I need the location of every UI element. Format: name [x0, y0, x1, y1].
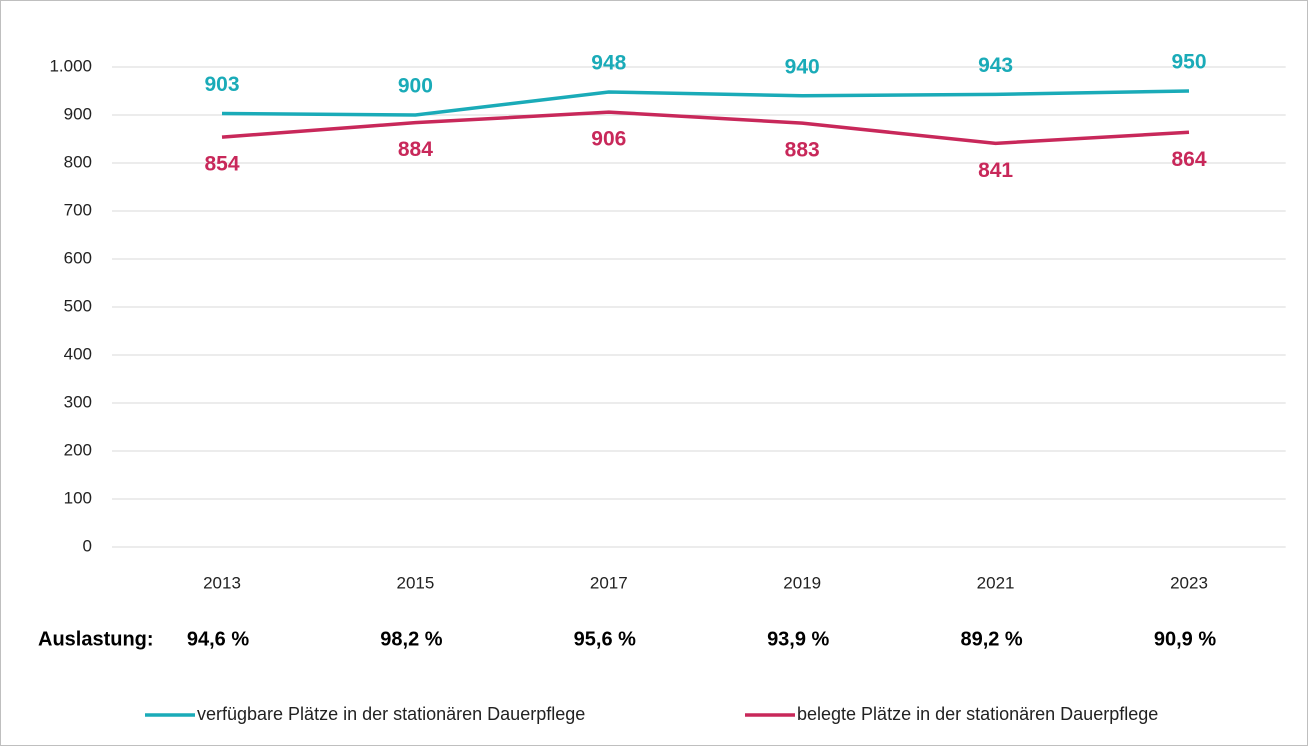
x-tick-label: 2019: [783, 573, 821, 592]
data-label: 940: [785, 55, 820, 78]
data-label: 903: [204, 73, 239, 96]
x-tick-label: 2013: [203, 573, 241, 592]
data-label: 841: [978, 159, 1013, 182]
y-tick-label: 700: [64, 200, 92, 219]
y-tick-label: 500: [64, 296, 92, 315]
utilization-value: 95,6 %: [574, 628, 636, 650]
utilization-label: Auslastung:: [38, 628, 154, 650]
data-label: 950: [1171, 51, 1206, 74]
y-tick-label: 300: [64, 392, 92, 411]
y-tick-label: 400: [64, 344, 92, 363]
utilization-value: 89,2 %: [960, 628, 1022, 650]
series-line: [221, 110, 1190, 146]
data-label: 948: [591, 52, 626, 75]
y-tick-label: 100: [64, 488, 92, 507]
y-tick-label: 600: [64, 248, 92, 267]
y-tick-label: 0: [83, 536, 92, 555]
legend-label: verfügbare Plätze in der stationären Dau…: [197, 704, 585, 724]
y-tick-label: 900: [64, 104, 92, 123]
y-tick-label: 800: [64, 152, 92, 171]
data-label: 906: [591, 128, 626, 151]
legend-label: belegte Plätze in der stationären Dauerp…: [797, 704, 1158, 724]
data-label: 864: [1171, 148, 1206, 171]
y-tick-label: 200: [64, 440, 92, 459]
utilization-value: 94,6 %: [187, 628, 249, 650]
utilization-value: 93,9 %: [767, 628, 829, 650]
utilization-value: 90,9 %: [1154, 628, 1216, 650]
utilization-value: 98,2 %: [380, 628, 442, 650]
data-label: 883: [785, 139, 820, 162]
x-tick-label: 2017: [590, 573, 628, 592]
data-label: 900: [398, 75, 433, 98]
data-label: 884: [398, 138, 433, 161]
data-label: 943: [978, 54, 1013, 77]
data-label: 854: [204, 153, 239, 176]
x-tick-label: 2021: [977, 573, 1015, 592]
x-tick-label: 2023: [1170, 573, 1208, 592]
series-line: [221, 89, 1190, 117]
y-tick-label: 1.000: [49, 56, 92, 75]
x-tick-label: 2015: [396, 573, 434, 592]
